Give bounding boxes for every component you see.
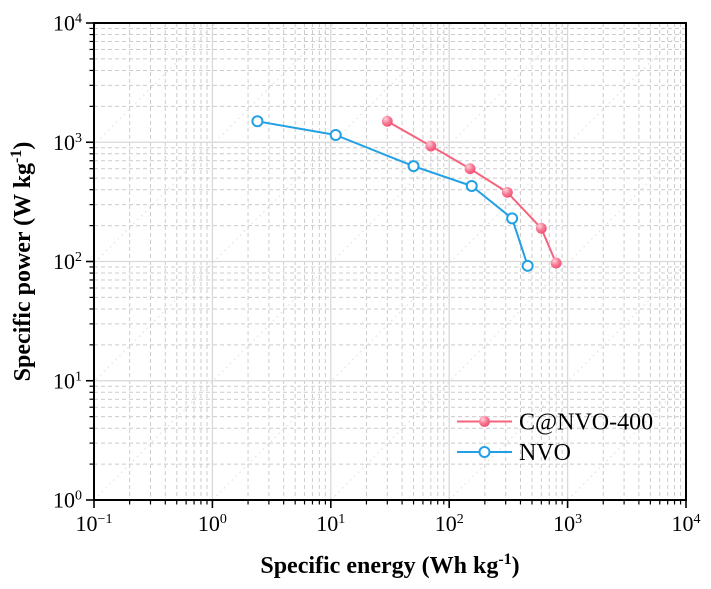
diagonal-guide: [94, 23, 454, 383]
x-axis-title: Specific energy (Wh kg-1): [260, 551, 519, 579]
diagonal-guide: [211, 25, 686, 500]
data-point-marker: [329, 129, 342, 142]
data-point-marker: [535, 222, 547, 234]
series-c-nvo-400: [381, 115, 562, 269]
data-point-marker: [381, 115, 393, 127]
x-tick-label: 101: [316, 511, 345, 536]
x-tick-label: 103: [553, 511, 582, 536]
grid-layer: [94, 23, 686, 500]
legend: C@NVO-400 NVO: [457, 410, 653, 466]
diagonal-guide: [94, 23, 335, 265]
legend-item: NVO: [457, 440, 571, 466]
x-tick-label: 104: [672, 511, 701, 536]
y-axis-title: Specific power (W kg-1): [8, 142, 36, 382]
data-point-marker: [501, 186, 513, 198]
diagonal-guide: [94, 23, 217, 146]
x-tick-label: 100: [198, 511, 227, 536]
y-tick-label: 100: [53, 488, 82, 513]
data-point-marker: [251, 115, 264, 128]
legend-label: NVO: [519, 440, 571, 466]
y-tick-label: 102: [53, 249, 82, 274]
y-tick-label: 103: [53, 130, 82, 155]
data-point-marker: [550, 257, 562, 269]
diagonal-guide: [94, 23, 572, 500]
data-point-marker: [407, 160, 420, 173]
y-tick-label: 104: [53, 11, 82, 36]
x-tick-label: 10−1: [76, 511, 113, 536]
data-point-marker: [464, 163, 476, 175]
series-line: [386, 120, 558, 264]
series-line: [257, 120, 529, 267]
data-point-marker: [465, 179, 478, 192]
series-nvo: [251, 115, 534, 272]
legend-item: C@NVO-400: [457, 410, 653, 436]
axis-frame: [93, 22, 687, 501]
legend-marker: [478, 446, 491, 458]
data-point-marker: [425, 140, 437, 152]
diagonal-guide: [685, 499, 686, 500]
x-tick-label: 102: [435, 511, 464, 536]
data-point-marker: [521, 259, 534, 272]
data-point-marker: [506, 212, 519, 225]
legend-label: C@NVO-400: [519, 410, 653, 436]
legend-marker: [479, 416, 490, 427]
y-tick-label: 101: [53, 368, 82, 393]
